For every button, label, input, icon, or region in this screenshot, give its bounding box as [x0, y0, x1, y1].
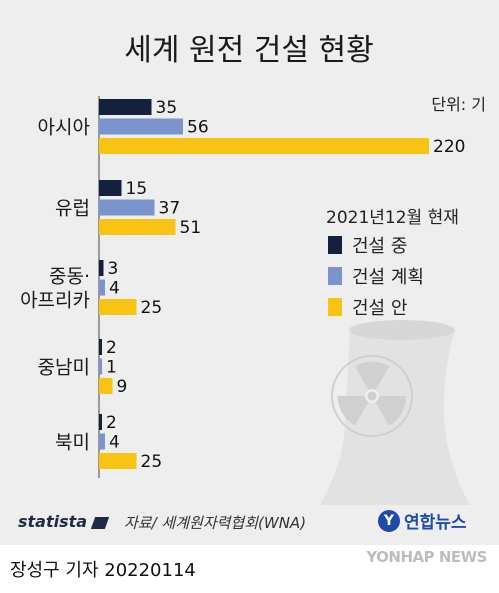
legend-swatch-1: [328, 236, 342, 254]
legend-label-3: 건설 안: [352, 298, 407, 319]
bar-4-2: [99, 358, 102, 375]
footer-strip: [0, 545, 499, 593]
bar-1-2: [99, 118, 183, 135]
data-label-4-3: 9: [117, 377, 128, 397]
bar-2-1: [99, 180, 122, 196]
bar-1-1: [99, 99, 152, 115]
unit-label: 단위: 기: [431, 95, 486, 114]
brand-name: statista: [18, 512, 88, 531]
source-note: 자료/ 세계원자력협회(WNA): [124, 514, 307, 532]
bar-2-2: [99, 199, 155, 216]
bar-1-3: [99, 138, 429, 154]
category-label-5: 북미: [55, 432, 90, 454]
byline: 장성구 기자 20220114: [10, 560, 196, 581]
legend-label-2: 건설 계획: [352, 267, 424, 288]
data-label-1-1: 35: [156, 98, 178, 118]
data-label-3-3: 25: [141, 298, 163, 318]
data-label-5-2: 4: [109, 433, 120, 453]
bar-4-3: [99, 378, 113, 394]
yonhap-mark: Y: [378, 509, 400, 532]
watermark: YONHAP NEWS: [366, 548, 487, 566]
category-label-4: 중남미: [38, 357, 90, 379]
data-label-5-3: 25: [141, 452, 163, 472]
legend-as-of: 2021년12월 현재: [326, 208, 459, 228]
data-label-4-1: 2: [106, 338, 117, 358]
legend-swatch-2: [328, 267, 342, 285]
category-label-1: 아시아: [38, 117, 90, 139]
bar-3-3: [99, 299, 137, 315]
data-label-3-2: 4: [109, 279, 120, 299]
data-label-3-1: 3: [108, 259, 119, 279]
bar-2-3: [99, 219, 176, 235]
category-label-2: 유럽: [55, 198, 90, 220]
bar-3-1: [99, 260, 104, 276]
legend-label-1: 건설 중: [352, 236, 407, 257]
data-label-2-1: 15: [126, 179, 148, 199]
data-label-5-1: 2: [106, 413, 117, 433]
data-label-1-2: 56: [187, 118, 209, 138]
chart-title: 세계 원전 건설 현황: [124, 33, 373, 68]
legend-swatch-3: [328, 298, 342, 316]
bar-4-1: [99, 339, 102, 355]
bar-5-3: [99, 453, 137, 469]
data-label-2-2: 37: [159, 199, 181, 219]
category-label-3-line-1: 중동·: [49, 266, 90, 288]
category-label-3-line-2: 아프리카: [20, 290, 90, 312]
chart-card: 세계 원전 건설 현황 단위: 기 35 56 220 15 37 51 3 4 25 2 1 9 2 4…: [0, 0, 499, 545]
chart: 세계 원전 건설 현황 단위: 기 3556220153751342521924…: [20, 33, 486, 505]
data-label-2-3: 51: [180, 218, 202, 238]
data-label-1-3: 220: [433, 137, 465, 157]
yonhap-logo-icon: Y 연합뉴스: [378, 508, 467, 533]
bar-5-1: [99, 414, 102, 430]
bar-5-2: [99, 433, 105, 450]
radiation-icon: [331, 355, 413, 437]
agency-name: 연합뉴스: [404, 513, 467, 533]
bar-3-2: [99, 279, 105, 296]
statista-logo-icon: statista: [18, 512, 109, 531]
data-label-4-2: 1: [106, 358, 117, 378]
